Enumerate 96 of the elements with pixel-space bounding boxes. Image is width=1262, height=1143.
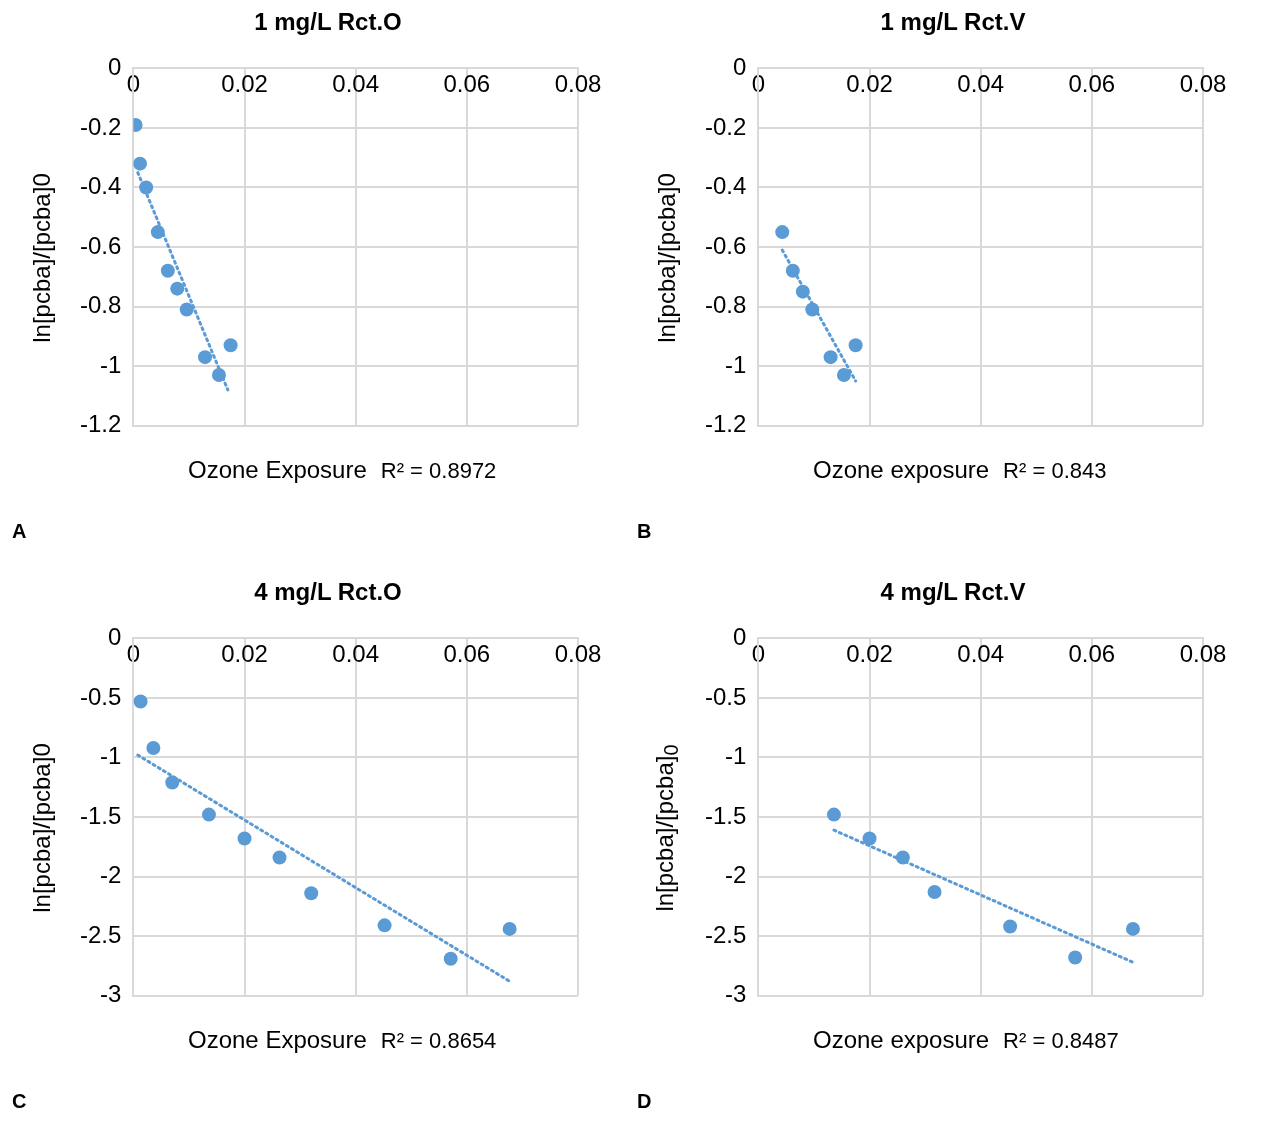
x-tick-label: 0.04 [332, 70, 380, 98]
point [198, 350, 213, 365]
point [823, 350, 838, 365]
point [443, 951, 458, 966]
point [237, 831, 252, 846]
y-tick-label: -2 [100, 861, 122, 889]
chart-title: 4 mg/L Rct.O [253, 578, 403, 606]
y-tick-label: -1.5 [705, 801, 747, 829]
x-tick-label: 0.06 [443, 70, 491, 98]
y-tick-label: -1 [100, 350, 122, 378]
point [805, 302, 820, 317]
chart-title: 1 mg/L Rct.V [879, 8, 1027, 36]
text: R² = 0.8972 [380, 458, 497, 483]
point [272, 850, 287, 865]
point [862, 831, 877, 846]
point [895, 850, 910, 865]
y-tick-label: 0 [733, 623, 747, 651]
y-tick-label: -0.6 [705, 231, 747, 259]
x-tick-label: 0.08 [554, 70, 602, 98]
point [1068, 950, 1083, 965]
x-tick-label: 0.08 [1179, 640, 1227, 668]
x-tick-label: 0.04 [957, 640, 1005, 668]
y-tick-label: -2.5 [705, 920, 747, 948]
point [201, 807, 216, 822]
point [377, 918, 392, 933]
point [502, 921, 517, 936]
chart-title: 4 mg/L Rct.V [879, 578, 1027, 606]
x-axis-title: Ozone exposure [813, 456, 990, 483]
y-tick-label: -1.2 [80, 410, 122, 438]
y-tick-label: 0 [108, 53, 122, 81]
y-tick-label: -0.4 [80, 172, 122, 200]
text: R² = 0.8654 [380, 1028, 497, 1053]
x-axis-title: Ozone exposure [813, 1026, 990, 1053]
y-tick-label: -3 [100, 980, 122, 1008]
y-tick-label: -3 [725, 980, 747, 1008]
y-tick-label: -0.8 [705, 291, 747, 319]
text: R² = 0.843 [1003, 458, 1107, 483]
x-tick-label: 0.04 [957, 70, 1005, 98]
y-tick-label: -0.6 [80, 231, 122, 259]
y-tick-label: 0 [108, 623, 122, 651]
point [785, 263, 800, 278]
y-tick-label: -0.5 [80, 682, 122, 710]
point [170, 281, 185, 296]
text: B [637, 520, 652, 543]
y-axis-title: ln[pcba]/[pcba]0 [653, 173, 681, 343]
chart-title: 1 mg/L Rct.O [253, 8, 403, 36]
y-tick-label: -1.5 [80, 801, 122, 829]
text: A [12, 520, 27, 543]
point [150, 225, 165, 240]
x-tick-label: 0.02 [221, 640, 268, 668]
point [795, 284, 810, 299]
y-tick-label: -0.8 [80, 291, 122, 319]
point [160, 263, 175, 278]
y-tick-label: -1 [100, 742, 122, 770]
text: R² = 0.8487 [1003, 1028, 1119, 1053]
y-axis-title: ln[pcba]/[pcba]0 [28, 173, 56, 343]
point [1003, 919, 1018, 934]
y-tick-label: -2 [725, 861, 747, 889]
text: C [12, 1090, 27, 1113]
y-tick-label: -1.2 [705, 410, 747, 438]
point [927, 885, 942, 900]
point [1125, 921, 1140, 936]
point [133, 694, 148, 709]
point [211, 368, 226, 382]
point [223, 338, 238, 353]
point [146, 740, 161, 755]
x-axis-title: Ozone Exposure [188, 1026, 367, 1053]
x-tick-label: 0.08 [1179, 70, 1227, 98]
y-tick-label: -0.2 [705, 112, 747, 140]
point [179, 302, 194, 317]
x-tick-label: 0.04 [332, 640, 380, 668]
point [304, 886, 319, 901]
point [133, 156, 148, 171]
y-tick-label: -0.5 [705, 682, 747, 710]
y-tick-label: 0 [733, 53, 747, 81]
y-tick-label: -0.4 [705, 172, 747, 200]
point [836, 368, 851, 382]
y-tick-label: -0.2 [80, 112, 122, 140]
y-tick-label: -1 [725, 350, 747, 378]
x-tick-label: 0.02 [846, 640, 893, 668]
x-tick-label: 0.02 [221, 70, 268, 98]
x-tick-label: 0.06 [443, 640, 491, 668]
y-axis-title: ln[pcba]/[pcba]0 [28, 743, 56, 913]
x-tick-label: 0.06 [1068, 640, 1116, 668]
point [848, 338, 863, 353]
point [165, 775, 180, 790]
point [139, 180, 154, 195]
x-axis-title: Ozone Exposure [188, 456, 367, 483]
y-tick-label: -1 [725, 742, 747, 770]
y-tick-label: -2.5 [80, 920, 122, 948]
x-tick-label: 0.08 [554, 640, 602, 668]
text: D [637, 1090, 652, 1113]
x-tick-label: 0.02 [846, 70, 893, 98]
point [775, 225, 790, 240]
point [826, 807, 841, 822]
x-tick-label: 0.06 [1068, 70, 1116, 98]
